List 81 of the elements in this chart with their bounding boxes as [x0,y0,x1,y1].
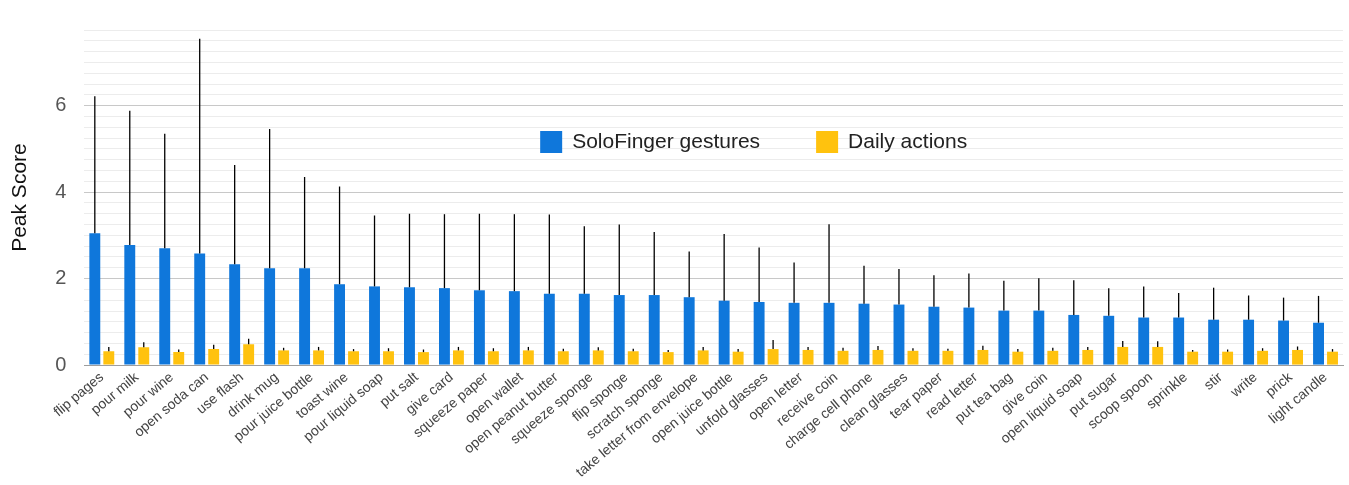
bar [872,349,884,365]
bar [522,350,534,365]
bar [1327,351,1338,365]
bar [452,350,464,365]
bar [138,347,150,365]
bar [718,300,730,365]
y-axis-title: Peak Score [7,143,31,252]
bar [1208,319,1220,365]
bar [907,350,919,365]
bar [1068,314,1080,365]
bar [753,301,765,365]
bar [767,349,779,365]
bar [942,350,954,365]
bar [508,291,520,365]
bar [438,288,450,365]
y-tick-label: 0 [55,352,67,375]
bar [278,350,290,365]
bar [543,293,555,365]
bar [788,302,800,365]
bar [1047,350,1059,365]
legend-label: Daily actions [848,128,968,152]
bar [732,351,744,365]
bar [823,302,835,365]
bar [1152,346,1164,365]
bar [299,268,311,365]
bar [173,352,185,365]
bar [348,351,359,365]
y-tick-label: 6 [55,93,67,116]
bar [858,303,870,365]
bar [1173,317,1185,365]
bar [963,307,975,365]
bar [837,350,849,365]
bar [613,295,625,365]
bar [627,351,639,365]
bar [124,244,136,365]
bar [404,287,415,365]
bar [194,253,206,365]
bar [802,349,814,365]
bar [1012,351,1024,365]
bar [557,351,569,365]
bar [103,351,115,365]
bar [487,351,499,365]
x-tick-label: write [1226,368,1261,401]
bar [229,264,241,365]
bar [662,352,674,365]
bar [1033,310,1045,365]
legend-label: SoloFinger gestures [572,128,761,152]
bar [1187,351,1199,365]
bar [1082,349,1094,365]
bar [592,350,604,365]
bar [697,350,709,365]
bar [313,350,325,365]
bar [418,352,429,365]
bar [369,286,380,365]
bar [334,284,346,365]
bar [1138,317,1150,365]
bar [1222,351,1234,365]
bar [1292,349,1303,365]
bar [208,349,220,365]
bar [683,297,695,365]
bar [578,293,590,365]
bar [1313,322,1324,365]
bar [1117,346,1129,365]
bar [893,304,905,365]
bar [383,351,394,365]
bar [977,349,989,365]
bar [1278,320,1290,365]
bar [648,295,660,365]
y-tick-label: 4 [55,179,67,202]
bar [1243,319,1255,365]
bar [1257,350,1269,365]
bar [998,310,1010,365]
bar [243,344,255,365]
bar [89,233,101,365]
bar [473,290,485,365]
y-tick-label: 2 [55,266,67,289]
bar [159,248,171,365]
x-tick-label: stir [1200,368,1226,393]
bar [264,268,276,365]
bar [1103,315,1115,365]
bar [928,306,940,365]
